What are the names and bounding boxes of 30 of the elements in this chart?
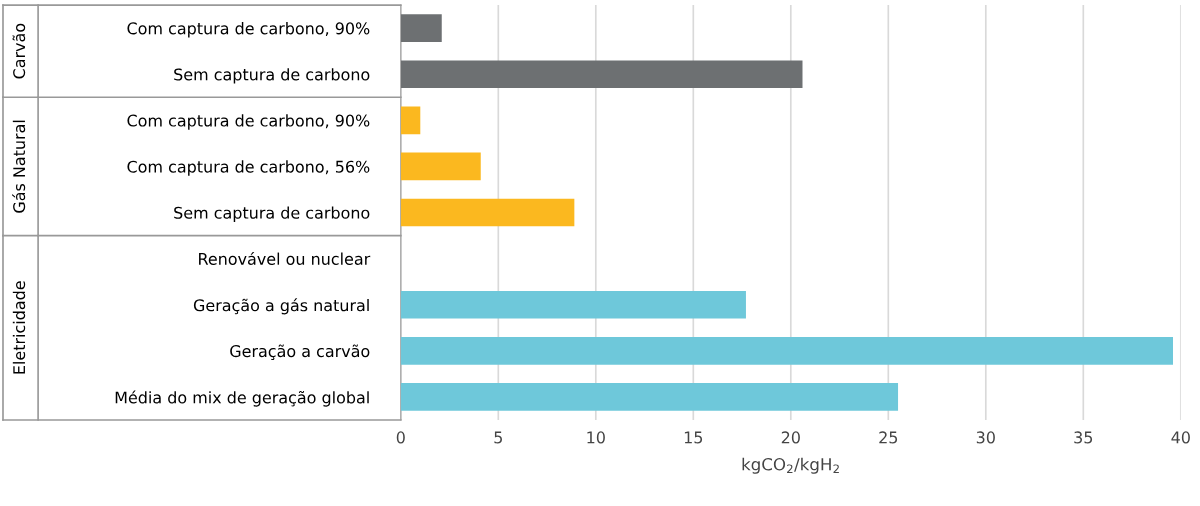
x-axis-title: kgCO$_{2}$/kgH$_{2}$ [742,457,839,474]
x-tick-label: 35 [1074,431,1093,444]
bar [400,14,442,42]
bar [400,60,803,89]
text: Gás Natural [12,120,26,213]
bar [400,106,421,135]
x-tick-label: 20 [781,431,800,444]
x-tick-label: 5 [494,431,502,444]
x-tick-label: 30 [976,431,995,444]
y-tick-label: Com captura de carbono, 90% [127,114,370,130]
y-tick-label: Sem captura de carbono [174,206,370,222]
x-tick-label: 15 [684,431,703,444]
bar [400,290,746,319]
y-tick-label: Renovável ou nuclear [199,251,371,265]
text: Carvão [12,23,26,79]
text: Eletricidade [12,281,26,374]
y-tick-label: Média do mix de geração global [115,390,369,407]
y-tick-label: Com captura de carbono, 90% [127,22,370,38]
x-tick-label: 25 [879,431,898,444]
bar [400,198,575,227]
bar [400,383,899,411]
y-tick-label: Com captura de carbono, 56% [127,160,370,176]
bar [400,152,481,181]
bar [400,337,1173,365]
x-tick-label: 10 [587,431,605,444]
x-tick-label: 0 [396,431,405,444]
y-tick-label: Geração a carvão [230,344,370,360]
x-tick-label: 40 [1171,431,1190,444]
y-tick-label: Sem captura de carbono [174,68,370,84]
y-tick-label: Geração a gás natural [193,298,369,315]
